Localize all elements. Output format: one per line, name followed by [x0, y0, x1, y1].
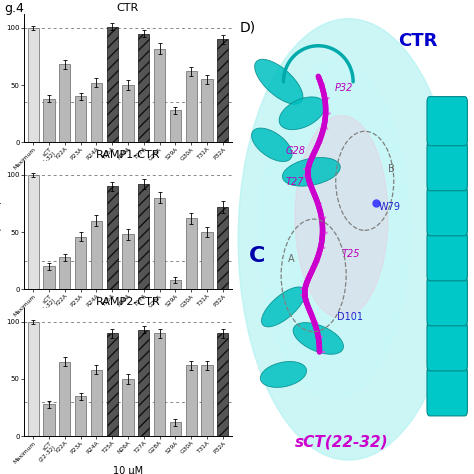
- Bar: [75, 237, 86, 289]
- Ellipse shape: [279, 97, 325, 130]
- Bar: [91, 83, 102, 142]
- Text: D101: D101: [337, 312, 363, 322]
- Bar: [170, 422, 181, 436]
- FancyBboxPatch shape: [427, 142, 467, 191]
- Bar: [154, 198, 165, 289]
- Bar: [217, 207, 228, 289]
- Bar: [217, 333, 228, 436]
- Bar: [91, 370, 102, 436]
- Bar: [107, 186, 118, 289]
- Bar: [59, 64, 70, 142]
- Ellipse shape: [259, 62, 410, 399]
- Bar: [122, 234, 134, 289]
- Text: g.4: g.4: [5, 2, 25, 15]
- Bar: [75, 97, 86, 142]
- Text: D): D): [239, 21, 255, 35]
- X-axis label: 10 μM: 10 μM: [113, 466, 143, 474]
- Ellipse shape: [252, 128, 292, 162]
- Text: T27: T27: [286, 177, 304, 187]
- Bar: [201, 365, 212, 436]
- Text: A: A: [288, 254, 295, 264]
- Ellipse shape: [260, 362, 307, 387]
- X-axis label: 10 μM: 10 μM: [113, 319, 143, 329]
- Text: CTR: CTR: [399, 32, 438, 50]
- Ellipse shape: [295, 116, 388, 318]
- Y-axis label: % Maximum
sCT (22-32): % Maximum sCT (22-32): [0, 199, 3, 251]
- FancyBboxPatch shape: [427, 277, 467, 326]
- Bar: [44, 266, 55, 289]
- Bar: [27, 175, 39, 289]
- X-axis label: 10 μM: 10 μM: [113, 172, 143, 182]
- Bar: [170, 280, 181, 289]
- FancyBboxPatch shape: [427, 367, 467, 416]
- Bar: [107, 27, 118, 142]
- Bar: [186, 219, 197, 289]
- Bar: [59, 362, 70, 436]
- Bar: [138, 184, 149, 289]
- Bar: [138, 34, 149, 142]
- Text: C: C: [248, 246, 265, 266]
- Text: T25: T25: [341, 249, 360, 259]
- Ellipse shape: [293, 323, 344, 354]
- Bar: [170, 110, 181, 142]
- FancyBboxPatch shape: [427, 187, 467, 236]
- Title: RAMP1-CTR: RAMP1-CTR: [96, 150, 160, 160]
- Bar: [138, 330, 149, 436]
- Text: sCT(22-32): sCT(22-32): [295, 435, 389, 449]
- Bar: [154, 48, 165, 142]
- Bar: [27, 28, 39, 142]
- Bar: [186, 365, 197, 436]
- Bar: [186, 72, 197, 142]
- Ellipse shape: [238, 18, 459, 460]
- Bar: [107, 333, 118, 436]
- Text: G28: G28: [286, 146, 306, 156]
- FancyBboxPatch shape: [427, 97, 467, 146]
- Bar: [75, 396, 86, 436]
- Text: B: B: [388, 164, 395, 174]
- Bar: [154, 333, 165, 436]
- Bar: [122, 85, 134, 142]
- FancyBboxPatch shape: [427, 232, 467, 281]
- Text: P32: P32: [335, 83, 353, 93]
- Bar: [122, 379, 134, 436]
- Bar: [201, 79, 212, 142]
- Ellipse shape: [255, 59, 303, 104]
- Bar: [201, 232, 212, 289]
- Ellipse shape: [262, 287, 305, 327]
- Bar: [44, 404, 55, 436]
- Bar: [217, 39, 228, 142]
- Bar: [59, 257, 70, 289]
- Bar: [91, 220, 102, 289]
- Title: CTR: CTR: [117, 3, 139, 13]
- Bar: [27, 322, 39, 436]
- Ellipse shape: [283, 157, 340, 186]
- Title: RAMP2-CTR: RAMP2-CTR: [96, 297, 160, 307]
- Text: W79: W79: [379, 202, 401, 212]
- FancyBboxPatch shape: [427, 322, 467, 371]
- Bar: [44, 99, 55, 142]
